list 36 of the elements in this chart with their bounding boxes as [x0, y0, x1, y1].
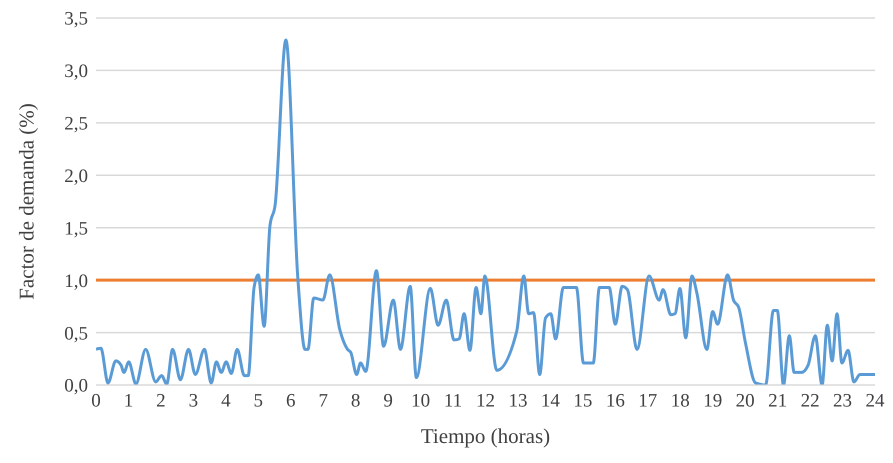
y-tick-label: 2,0: [64, 166, 88, 188]
x-tick-label: 10: [411, 390, 430, 412]
x-tick-label: 15: [573, 390, 592, 412]
x-tick-label: 5: [254, 390, 264, 412]
x-tick-label: 8: [350, 390, 360, 412]
x-tick-label: 24: [866, 390, 885, 412]
x-tick-label: 9: [383, 390, 393, 412]
x-axis-title: Tiempo (horas): [420, 424, 550, 448]
x-tick-label: 21: [768, 390, 788, 412]
y-tick-label: 2,5: [64, 114, 88, 135]
x-tick-label: 19: [703, 390, 722, 412]
y-tick-label: 1,0: [64, 270, 88, 292]
x-tick-label: 2: [156, 390, 166, 412]
y-tick-label: 3,0: [64, 61, 88, 82]
x-tick-label: 3: [188, 390, 198, 412]
x-tick-label: 6: [286, 390, 296, 412]
y-tick-label: 3,5: [64, 8, 88, 30]
y-tick-label: 0,5: [64, 323, 88, 344]
y-axis-title: Factor de demanda (%): [14, 103, 38, 300]
x-tick-label: 11: [444, 390, 462, 412]
x-tick-label: 7: [318, 390, 328, 412]
x-tick-label: 18: [670, 390, 690, 412]
y-tick-label: 0,0: [64, 376, 88, 397]
x-tick-label: 22: [800, 390, 820, 412]
x-tick-label: 17: [638, 390, 658, 412]
x-tick-label: 13: [508, 390, 528, 412]
x-tick-label: 20: [736, 390, 755, 412]
y-tick-label: 1,5: [64, 218, 88, 240]
x-tick-label: 1: [124, 390, 134, 412]
x-tick-label: 14: [540, 390, 560, 412]
line-series: [96, 38, 875, 385]
x-tick-label: 23: [833, 390, 852, 412]
x-tick-label: 4: [221, 390, 232, 412]
x-tick-label: 0: [91, 390, 101, 412]
x-tick-label: 16: [606, 390, 625, 412]
x-tick-label: 12: [476, 390, 495, 412]
